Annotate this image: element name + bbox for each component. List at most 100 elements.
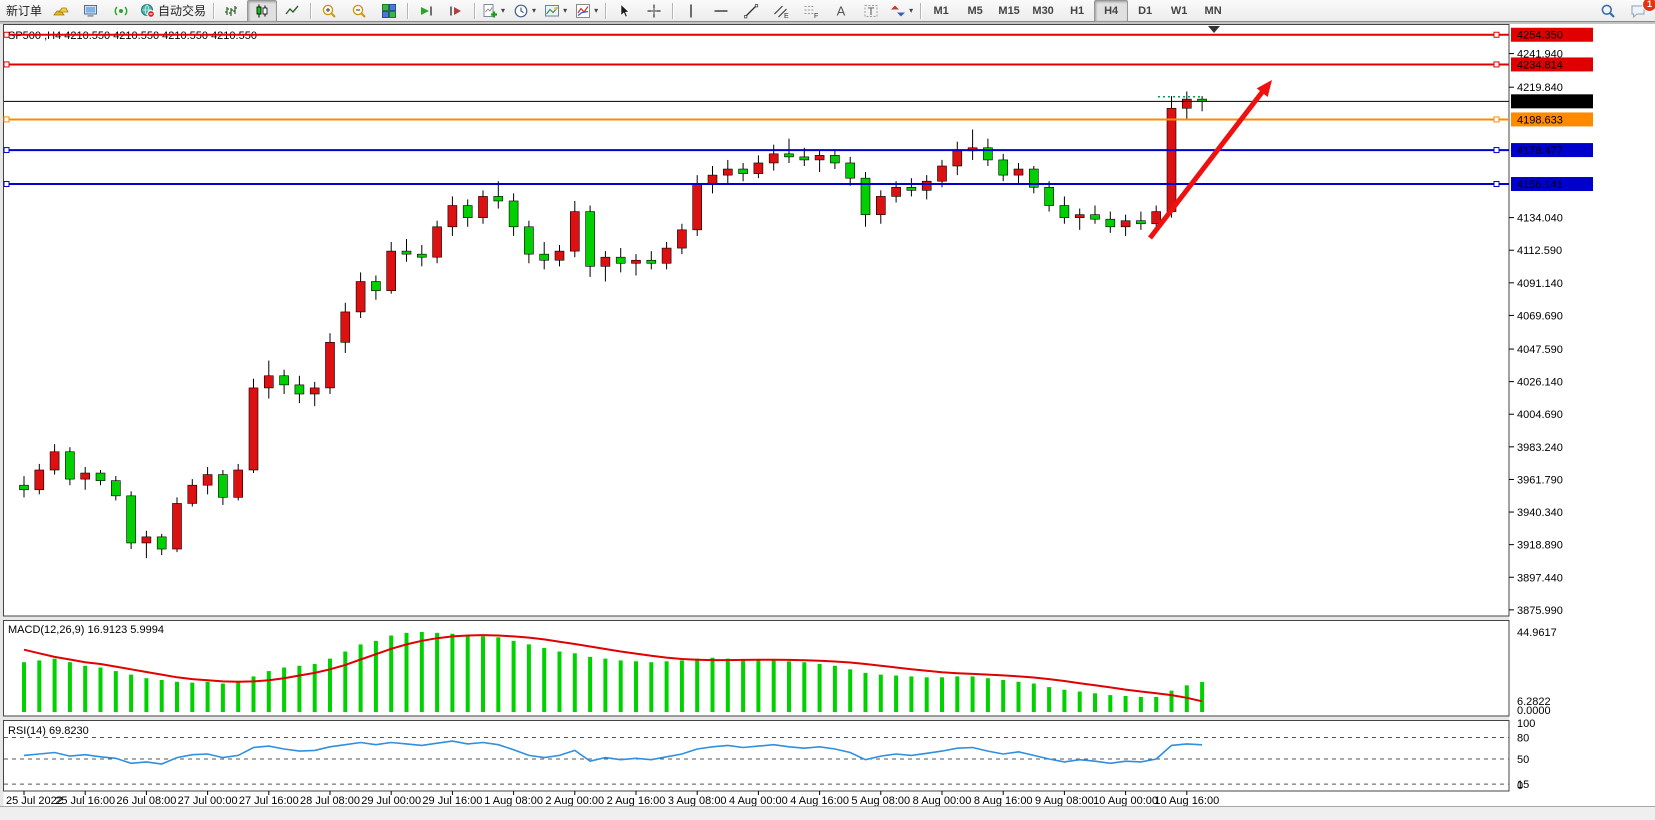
auto-trading-button[interactable]: 自动交易 [136, 0, 210, 22]
arrow-head[interactable] [1256, 80, 1272, 97]
arrow-shaft[interactable] [1148, 89, 1265, 240]
candle-up [49, 451, 60, 471]
price-tick-label: 3983.240 [1517, 442, 1563, 454]
time-tick-label: 10 Aug 16:00 [1154, 795, 1219, 807]
auto-scroll-button[interactable] [411, 0, 441, 22]
templates-button[interactable]: ▾ [540, 0, 571, 22]
time-tick-label: 2 Aug 16:00 [607, 795, 666, 807]
candle-down [371, 281, 381, 291]
text-label-button[interactable]: T [856, 0, 886, 22]
chevron-down-icon[interactable]: ▾ [501, 6, 506, 15]
toolbar-separator [920, 2, 922, 19]
fibonacci-button[interactable]: F [796, 0, 826, 22]
price-tick-label: 3940.340 [1517, 507, 1563, 519]
bar-chart-button[interactable] [217, 0, 247, 22]
chevron-down-icon[interactable]: ▾ [563, 6, 568, 15]
macd-indicator-label: MACD(12,26,9) 16.9123 5.9994 [8, 624, 164, 636]
hline-handle[interactable] [3, 181, 10, 188]
timeframe-mn-button[interactable]: MN [1204, 4, 1222, 17]
tile-windows-button[interactable] [374, 0, 404, 22]
candle-down [508, 200, 519, 228]
macd-histogram-bar [970, 676, 975, 712]
candle-up [677, 229, 687, 249]
rsi-axis-label: 100 [1517, 718, 1535, 730]
candle-down [462, 205, 473, 218]
chevron-down-icon[interactable]: ▾ [532, 6, 537, 15]
macd-histogram-bar [756, 660, 761, 712]
macd-histogram-bar [572, 653, 577, 712]
timeframe-h4-button[interactable]: H4 [1094, 0, 1129, 22]
hline-handle[interactable] [1493, 116, 1500, 123]
line-chart-button[interactable] [277, 0, 307, 22]
zoom-in-button[interactable] [314, 0, 344, 22]
macd-pane[interactable] [3, 620, 1510, 717]
timeframe-d1-button[interactable]: D1 [1138, 4, 1153, 17]
chart-shift-marker[interactable] [1208, 26, 1220, 33]
candle-down [738, 168, 748, 174]
macd-histogram-bar [52, 658, 57, 712]
main-price-pane[interactable] [3, 24, 1510, 617]
timeframe-h1-button[interactable]: H1 [1070, 4, 1085, 17]
rsi-pane[interactable] [3, 720, 1510, 792]
text-icon: A [833, 3, 849, 19]
timeframe-m5-button[interactable]: M5 [967, 4, 983, 17]
toolbar-separator [310, 2, 312, 19]
hline-handle[interactable] [1493, 147, 1500, 154]
timeframe-m30-button[interactable]: M30 [1032, 4, 1054, 17]
chart-shift-button[interactable] [441, 0, 471, 22]
terminal-button[interactable] [76, 0, 106, 22]
new-chart-button[interactable]: ▾ [478, 0, 509, 22]
hline-handle[interactable] [1493, 31, 1500, 38]
price-badge [1511, 177, 1593, 192]
hline-handle[interactable] [3, 31, 10, 38]
trendline-button[interactable] [736, 0, 766, 22]
pane-splitter[interactable] [3, 716, 1510, 721]
trendline-icon [743, 3, 759, 19]
timeframe-m15-button[interactable]: M15 [998, 4, 1020, 17]
timeframe-w1-button[interactable]: W1 [1170, 4, 1188, 17]
signals-button[interactable] [106, 0, 136, 22]
macd-histogram-bar [159, 679, 164, 712]
crosshair-button[interactable] [639, 0, 669, 22]
metaquotes-button[interactable] [46, 0, 76, 22]
macd-histogram-bar [358, 644, 363, 712]
arrows-button[interactable]: ▾ [886, 0, 917, 22]
svg-text:T: T [868, 6, 875, 18]
trend-arrow-annotation[interactable] [1148, 80, 1272, 240]
pane-splitter[interactable] [3, 616, 1510, 621]
hline-handle[interactable] [3, 147, 10, 154]
profiles-button[interactable]: ▾ [509, 0, 540, 22]
hline-handle[interactable] [3, 61, 10, 68]
chevron-down-icon[interactable]: ▾ [594, 6, 599, 15]
new-order-button[interactable]: 新订单 [2, 0, 46, 22]
price-axis[interactable]: 4241.9404219.8404134.0404112.5904091.140… [1509, 49, 1563, 617]
hline-handle[interactable] [1493, 181, 1500, 188]
indicators-button[interactable]: ▾ [571, 0, 602, 22]
candle-up [1182, 98, 1192, 109]
time-tick-label: 10 Aug 00:00 [1093, 795, 1158, 807]
candlestick-chart-button[interactable] [247, 0, 278, 22]
chat-button[interactable]: 1 [1623, 0, 1655, 22]
search-button[interactable] [1593, 0, 1623, 22]
candle-down [218, 474, 228, 498]
time-tick-label: 4 Aug 00:00 [729, 795, 788, 807]
timeframe-m1-button[interactable]: M1 [933, 4, 949, 17]
chevron-down-icon[interactable]: ▾ [909, 6, 914, 15]
macd-histogram-bar [98, 667, 103, 712]
line-chart-icon [284, 3, 300, 19]
horizontal-line-button[interactable] [706, 0, 736, 22]
cursor-button[interactable] [609, 0, 639, 22]
macd-histogram-bar [266, 671, 271, 712]
candle-up [661, 247, 672, 264]
text-button[interactable]: A [826, 0, 856, 22]
hline-handle[interactable] [1493, 61, 1500, 68]
hline-handle[interactable] [3, 116, 10, 123]
zoom-out-button[interactable] [344, 0, 374, 22]
macd-histogram-bar [343, 651, 348, 712]
equidistant-channel-button[interactable]: E [766, 0, 796, 22]
candle-down [416, 253, 427, 258]
vertical-line-button[interactable] [676, 0, 706, 22]
